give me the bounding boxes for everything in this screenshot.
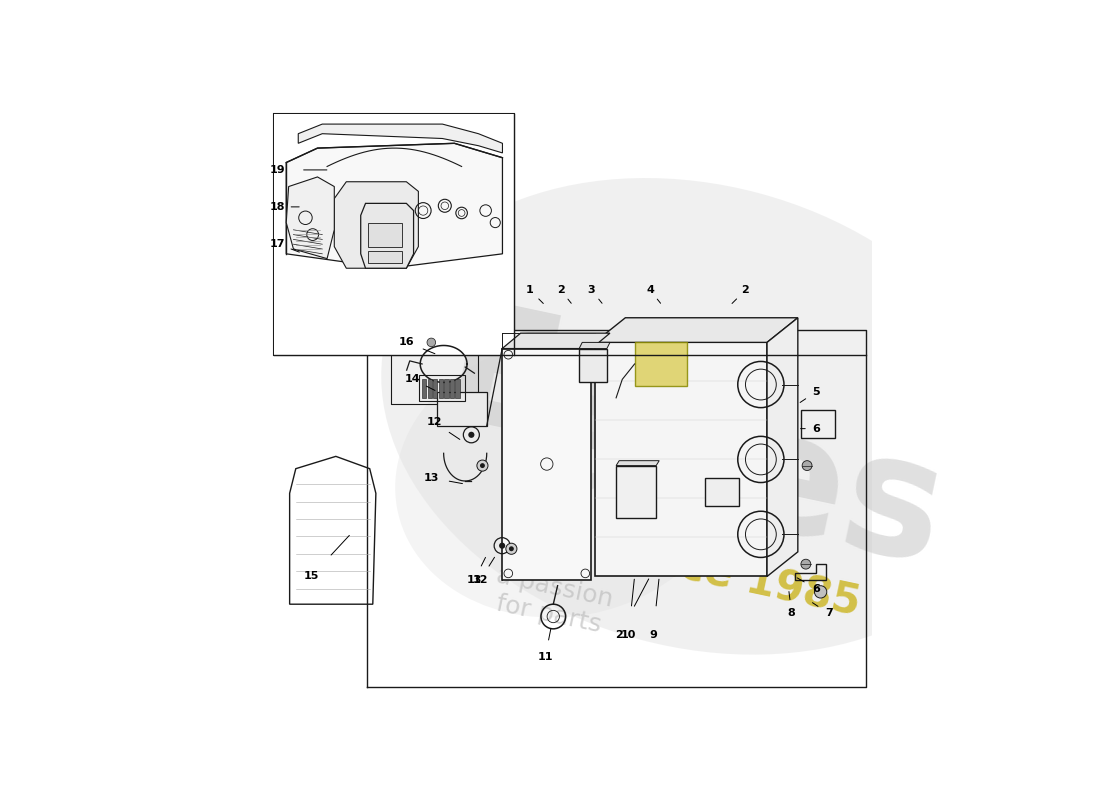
Bar: [594, 342, 767, 577]
Text: ares: ares: [527, 356, 958, 600]
Circle shape: [509, 546, 514, 551]
Polygon shape: [767, 318, 798, 577]
Circle shape: [499, 542, 505, 549]
Text: 2: 2: [615, 630, 623, 640]
Text: 12: 12: [473, 574, 488, 585]
Bar: [801, 410, 835, 438]
Text: 5: 5: [813, 386, 821, 397]
Text: 6: 6: [813, 424, 821, 434]
Bar: [433, 379, 438, 398]
Bar: [450, 379, 454, 398]
Bar: [439, 379, 443, 398]
Text: 12: 12: [427, 418, 442, 427]
Polygon shape: [579, 342, 609, 349]
Circle shape: [469, 432, 474, 438]
Text: 16: 16: [399, 338, 415, 347]
Bar: [705, 478, 739, 506]
Bar: [367, 222, 402, 246]
Bar: [419, 375, 465, 401]
Polygon shape: [502, 333, 609, 349]
Text: 6: 6: [813, 584, 821, 594]
Bar: [367, 251, 402, 263]
Text: 2: 2: [741, 285, 749, 295]
Text: 14: 14: [405, 374, 420, 384]
Bar: [502, 349, 592, 579]
Bar: [455, 379, 460, 398]
Polygon shape: [334, 182, 418, 268]
Circle shape: [814, 586, 827, 598]
Text: 3: 3: [587, 285, 595, 295]
Text: 19: 19: [270, 165, 285, 175]
Bar: [635, 342, 686, 386]
Polygon shape: [361, 203, 414, 268]
Polygon shape: [616, 461, 659, 466]
Circle shape: [802, 461, 812, 470]
Text: 13: 13: [424, 473, 439, 483]
Text: 1: 1: [526, 285, 534, 295]
Bar: [422, 379, 427, 398]
Circle shape: [427, 338, 436, 346]
Polygon shape: [286, 143, 503, 268]
Text: 13: 13: [466, 574, 482, 585]
Text: 7: 7: [825, 609, 833, 618]
Polygon shape: [274, 114, 515, 354]
Circle shape: [477, 460, 488, 471]
Ellipse shape: [382, 178, 1018, 654]
Bar: [428, 379, 432, 398]
Text: since 1985: since 1985: [608, 530, 864, 623]
Text: 9: 9: [649, 630, 657, 640]
Text: 4: 4: [646, 285, 653, 295]
Text: 17: 17: [270, 239, 285, 249]
Bar: [274, 114, 515, 354]
Circle shape: [480, 463, 485, 468]
Ellipse shape: [395, 338, 733, 618]
Bar: [579, 349, 607, 382]
Bar: [438, 392, 486, 426]
Text: 2: 2: [557, 285, 564, 295]
Polygon shape: [594, 318, 798, 342]
Text: 18: 18: [270, 202, 285, 212]
Circle shape: [506, 543, 517, 554]
Circle shape: [801, 559, 811, 569]
Text: 15: 15: [304, 571, 319, 582]
Text: 10: 10: [620, 630, 636, 640]
Text: 11: 11: [538, 651, 553, 662]
Bar: [616, 466, 656, 518]
Bar: [444, 379, 449, 398]
Polygon shape: [286, 177, 334, 258]
Polygon shape: [298, 124, 503, 153]
Text: Eur: Eur: [430, 291, 771, 517]
Text: a passion
for parts: a passion for parts: [488, 563, 615, 638]
Text: 8: 8: [788, 609, 795, 618]
